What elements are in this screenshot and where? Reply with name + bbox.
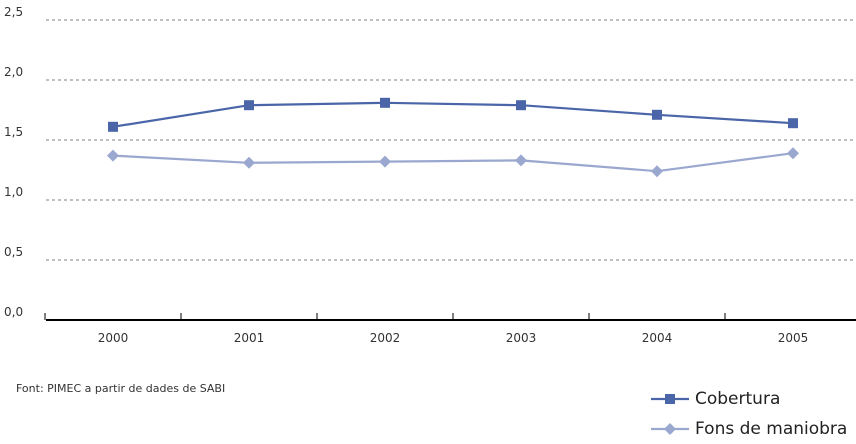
y-tick-label: 1,5 xyxy=(4,125,23,139)
gridlines xyxy=(46,19,856,261)
x-tick-label: 2005 xyxy=(778,331,809,345)
data-point xyxy=(244,100,254,111)
y-axis-ticks: 0,0 0,5 1,0 1,5 2,0 2,5 xyxy=(4,5,23,319)
x-axis: 2000 2001 2002 2003 2004 2005 xyxy=(44,313,856,345)
x-tick-label: 2002 xyxy=(370,331,401,345)
series-line xyxy=(112,152,794,173)
y-tick-label: 0,0 xyxy=(4,305,23,319)
series-line xyxy=(112,101,794,128)
data-point xyxy=(108,121,118,132)
data-point xyxy=(516,100,526,111)
x-tick-label: 2001 xyxy=(234,331,265,345)
y-tick-label: 2,0 xyxy=(4,65,23,79)
legend-swatch-fons-de-maniobra xyxy=(651,423,689,435)
x-tick-label: 2000 xyxy=(98,331,129,345)
series-group xyxy=(107,97,799,178)
legend-label-cobertura: Cobertura xyxy=(695,389,781,409)
data-point xyxy=(651,165,663,178)
data-point xyxy=(379,155,391,168)
legend-item-fons-de-maniobra: Fons de maniobra xyxy=(651,414,847,444)
legend-item-cobertura: Cobertura xyxy=(651,384,847,414)
legend-swatch-cobertura xyxy=(651,394,689,404)
y-tick-label: 0,5 xyxy=(4,245,23,259)
data-point xyxy=(787,147,799,160)
legend: Cobertura Fons de maniobra xyxy=(651,384,847,444)
data-point xyxy=(243,156,255,169)
data-point xyxy=(515,154,527,167)
data-point xyxy=(107,149,119,162)
data-point xyxy=(380,97,390,108)
data-point xyxy=(788,118,798,129)
data-point xyxy=(652,109,662,120)
x-tick-label: 2004 xyxy=(642,331,673,345)
x-tick-label: 2003 xyxy=(506,331,537,345)
legend-label-fons-de-maniobra: Fons de maniobra xyxy=(695,419,848,439)
y-tick-label: 1,0 xyxy=(4,185,23,199)
source-note: Font: PIMEC a partir de dades de SABI xyxy=(16,382,226,395)
y-tick-label: 2,5 xyxy=(4,5,23,19)
